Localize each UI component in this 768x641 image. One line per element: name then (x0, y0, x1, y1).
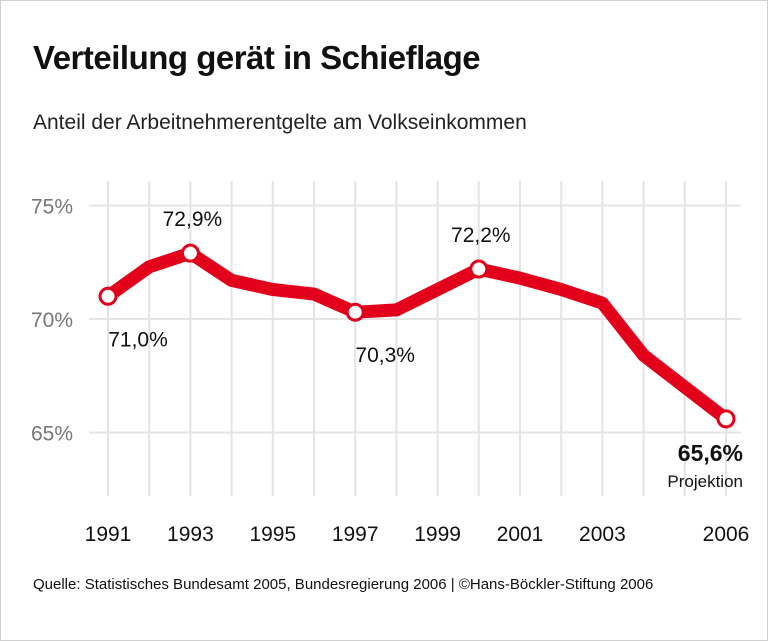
data-point-marker (98, 286, 118, 306)
chart-subtitle: Anteil der Arbeitnehmerentgelte am Volks… (33, 111, 527, 134)
data-note: Projektion (667, 472, 743, 491)
x-tick-label: 2006 (703, 523, 750, 546)
x-tick-label: 1995 (249, 523, 296, 546)
chart-title: Verteilung gerät in Schieflage (33, 39, 481, 76)
x-tick-label: 2003 (579, 523, 626, 546)
x-tick-label: 1999 (414, 523, 461, 546)
y-tick-label: 65% (31, 423, 73, 446)
data-point-marker (716, 409, 736, 429)
chart-source: Quelle: Statistisches Bundesamt 2005, Bu… (33, 576, 654, 593)
data-label: 72,9% (163, 208, 223, 231)
data-point-marker (345, 302, 365, 322)
x-tick-label: 1991 (85, 523, 132, 546)
data-label: 65,6% (678, 440, 743, 466)
data-line (101, 246, 733, 426)
x-tick-label: 1997 (332, 523, 379, 546)
data-label: 72,2% (451, 224, 511, 247)
data-label: 70,3% (355, 344, 415, 367)
x-tick-label: 2001 (497, 523, 544, 546)
data-point-marker (180, 243, 200, 263)
y-tick-label: 75% (31, 196, 73, 219)
y-tick-label: 70% (31, 309, 73, 332)
line-chart: 75% 70% 65% 1991 1993 1995 1997 1999 2001 2003 200… (31, 181, 750, 546)
x-tick-label: 1993 (167, 523, 214, 546)
data-label: 71,0% (108, 328, 168, 351)
data-point-marker (469, 259, 489, 279)
